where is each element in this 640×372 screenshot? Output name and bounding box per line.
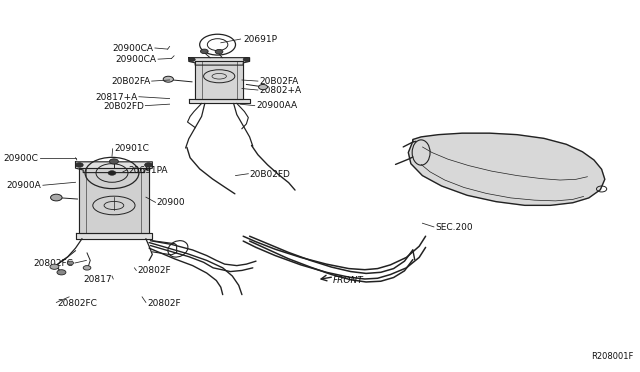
Text: 20802F: 20802F [147,299,181,308]
Polygon shape [76,232,152,239]
Text: 20B02FD: 20B02FD [250,170,291,179]
Circle shape [189,58,195,61]
Circle shape [57,270,66,275]
Circle shape [76,163,83,167]
Circle shape [163,76,173,82]
Text: 20900CA: 20900CA [116,55,157,64]
Text: 20900AA: 20900AA [256,101,297,110]
Text: 20802FC: 20802FC [58,299,97,308]
Text: 20B02FA: 20B02FA [111,77,150,86]
Text: 20802+A: 20802+A [259,86,301,94]
Circle shape [145,163,152,167]
Text: FRONT: FRONT [333,276,364,285]
Circle shape [200,49,208,54]
Circle shape [51,194,62,201]
Text: 20802FC: 20802FC [34,259,74,268]
Polygon shape [76,162,152,173]
Text: 20900CA: 20900CA [113,44,154,53]
Text: 20900A: 20900A [7,181,42,190]
Polygon shape [195,61,243,99]
Circle shape [108,171,116,175]
Text: R208001F: R208001F [591,352,634,361]
Text: 20B02FA: 20B02FA [259,77,298,86]
Circle shape [243,58,250,61]
Text: 20817: 20817 [83,275,112,284]
Circle shape [67,261,74,265]
Circle shape [215,49,223,54]
Text: 20901C: 20901C [114,144,148,153]
Polygon shape [408,133,605,205]
Text: SEC.200: SEC.200 [435,223,473,232]
Text: 20691P: 20691P [243,35,277,44]
Text: 20802F: 20802F [138,266,172,275]
Text: 20691PA: 20691PA [128,166,168,175]
Circle shape [83,266,91,270]
Text: 20817+A: 20817+A [95,93,138,102]
Polygon shape [79,168,149,232]
Text: 20B02FD: 20B02FD [103,102,144,110]
Polygon shape [189,99,250,103]
Polygon shape [189,58,250,65]
Text: 20900: 20900 [157,198,186,207]
Circle shape [109,159,118,164]
Text: 20900C: 20900C [4,154,38,163]
Circle shape [259,84,268,90]
Circle shape [50,264,59,269]
